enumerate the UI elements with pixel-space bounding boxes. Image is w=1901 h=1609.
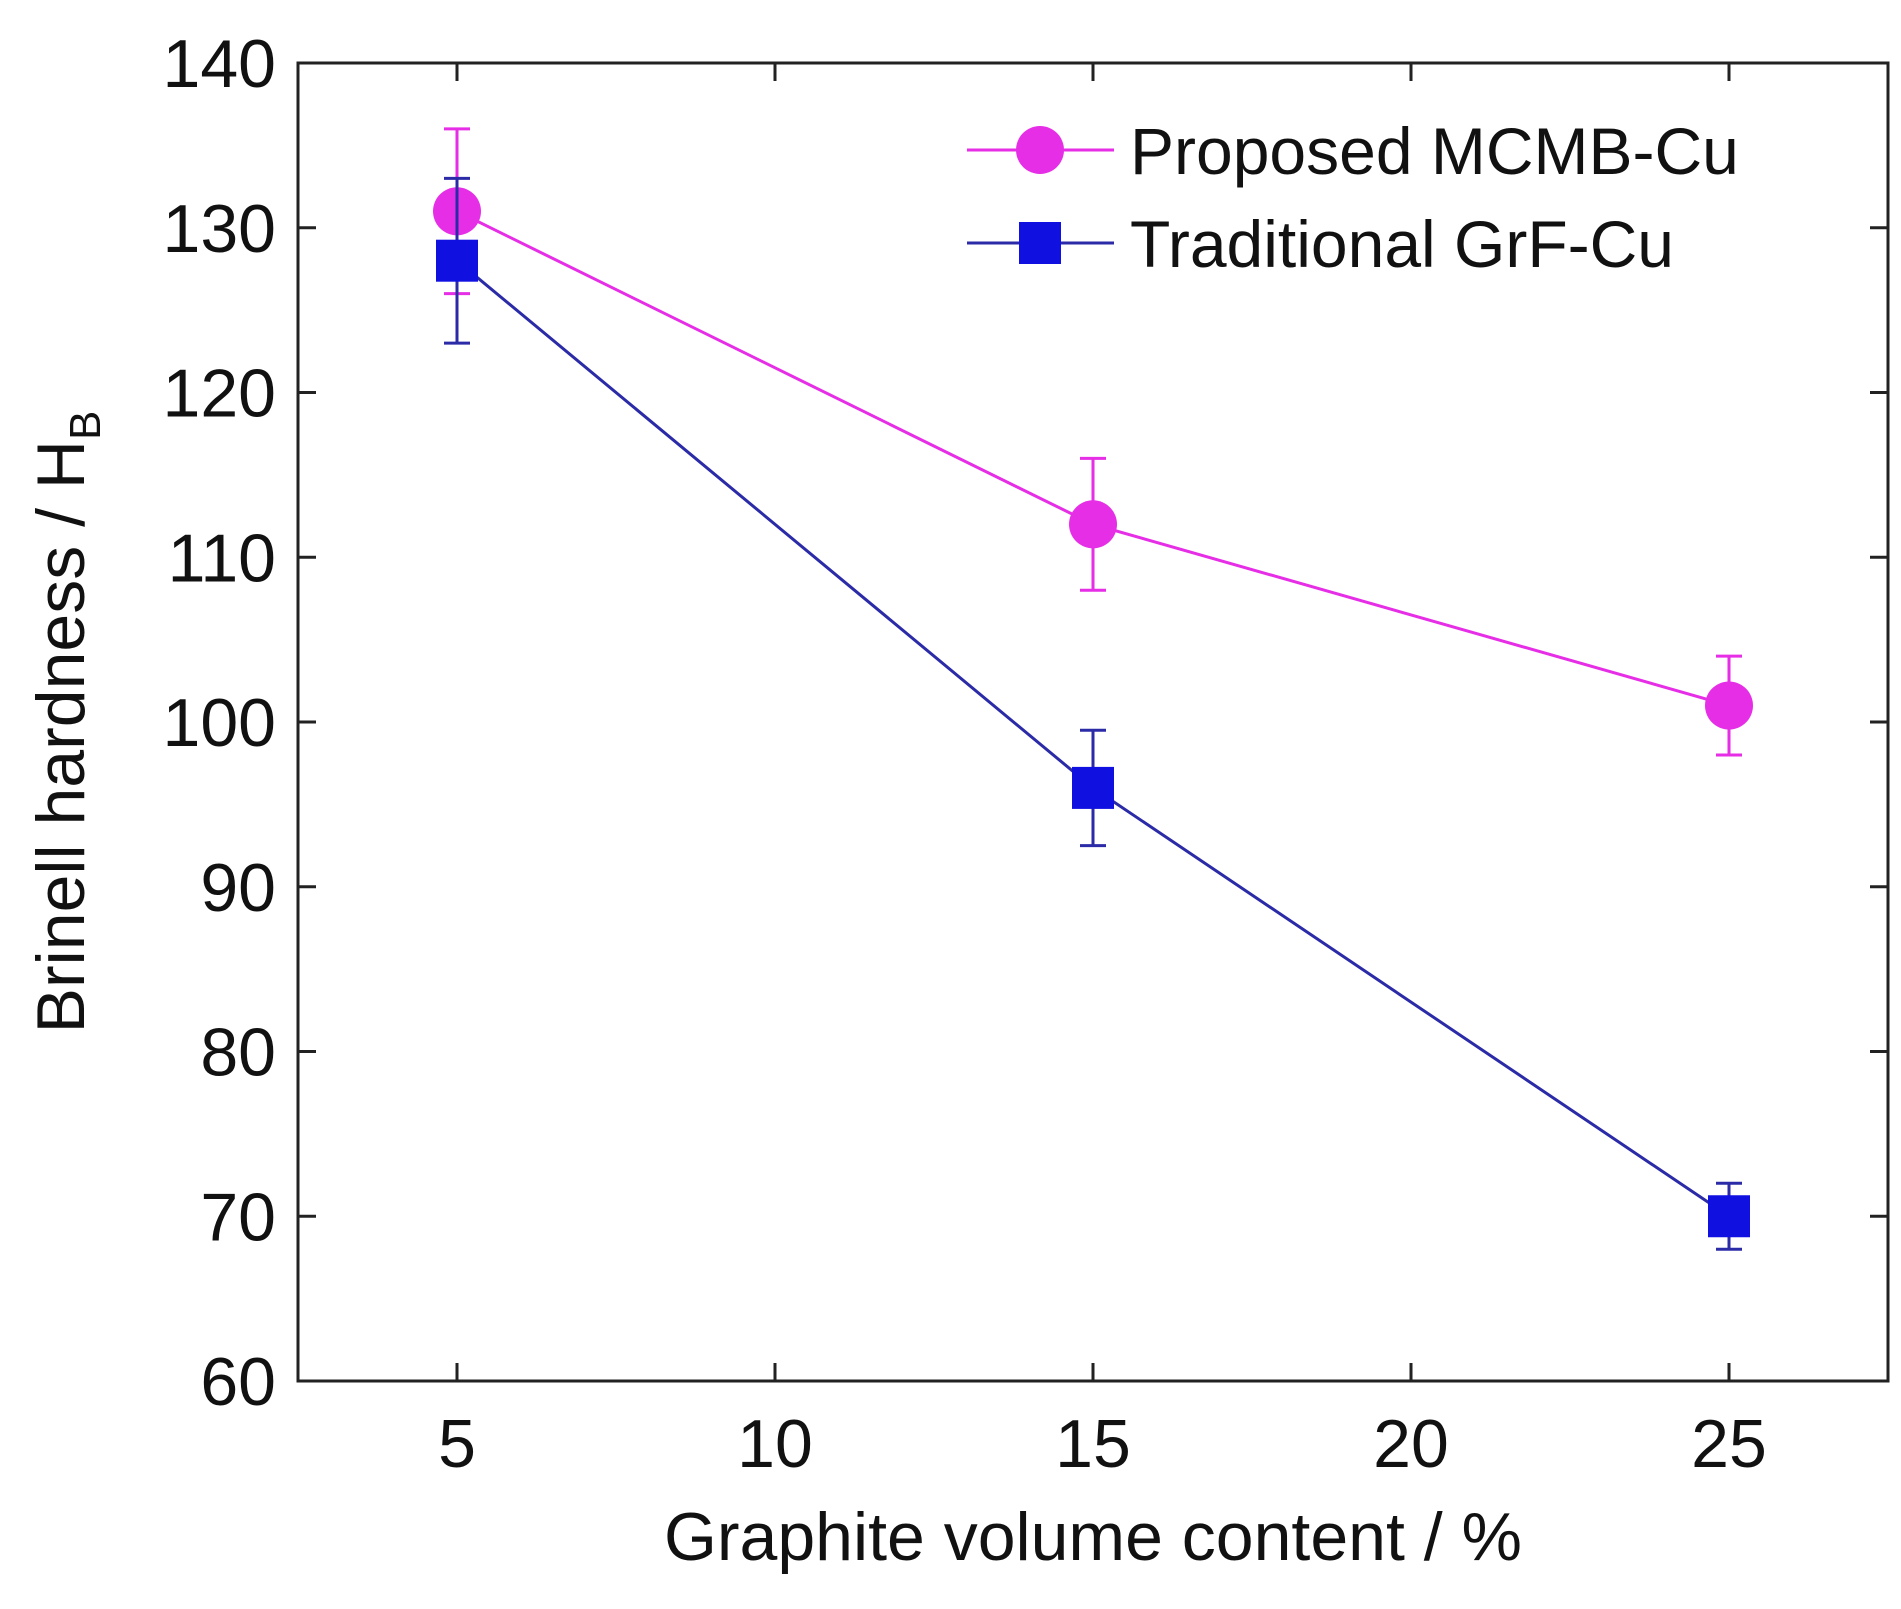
- data-point-traditional: [436, 239, 478, 282]
- y-tick-label: 70: [200, 1179, 276, 1255]
- y-axis-title-main: Brinell hardness / H: [23, 440, 99, 1033]
- y-tick-label: 80: [200, 1015, 276, 1091]
- legend-marker-proposed: [1016, 126, 1064, 174]
- legend-label-traditional: Traditional GrF-Cu: [1130, 207, 1674, 281]
- data-point-traditional: [1072, 766, 1114, 809]
- axis-ticks: [298, 61, 1888, 1383]
- data-series: [433, 127, 1753, 1251]
- y-tick-label: 60: [200, 1344, 276, 1420]
- legend-label-proposed: Proposed MCMB-Cu: [1130, 114, 1739, 188]
- y-tick-label: 130: [163, 191, 276, 267]
- x-tick-label: 5: [438, 1406, 476, 1482]
- y-axis-title-subscript: B: [61, 411, 110, 440]
- data-point-proposed: [1069, 500, 1117, 549]
- y-tick-label: 120: [163, 356, 276, 432]
- y-axis-title: Brinell hardness / HB: [23, 411, 110, 1034]
- data-point-proposed: [1705, 681, 1753, 730]
- x-tick-label: 20: [1373, 1406, 1449, 1482]
- y-tick-label: 90: [200, 850, 276, 926]
- x-tick-label: 25: [1691, 1406, 1767, 1482]
- x-tick-label: 15: [1055, 1406, 1131, 1482]
- legend: Proposed MCMB-Cu Traditional GrF-Cu: [967, 114, 1739, 281]
- legend-marker-traditional: [1019, 222, 1061, 264]
- x-axis-title: Graphite volume content / %: [664, 1499, 1522, 1575]
- y-tick-label: 100: [163, 685, 276, 761]
- axis-tick-labels: 5 10 15 20 25 60 70 80 90 100 110 120 130 140: [163, 26, 1767, 1482]
- x-tick-label: 10: [737, 1406, 813, 1482]
- data-point-traditional: [1708, 1195, 1750, 1238]
- y-tick-label: 110: [168, 520, 276, 596]
- y-tick-label: 140: [163, 26, 276, 102]
